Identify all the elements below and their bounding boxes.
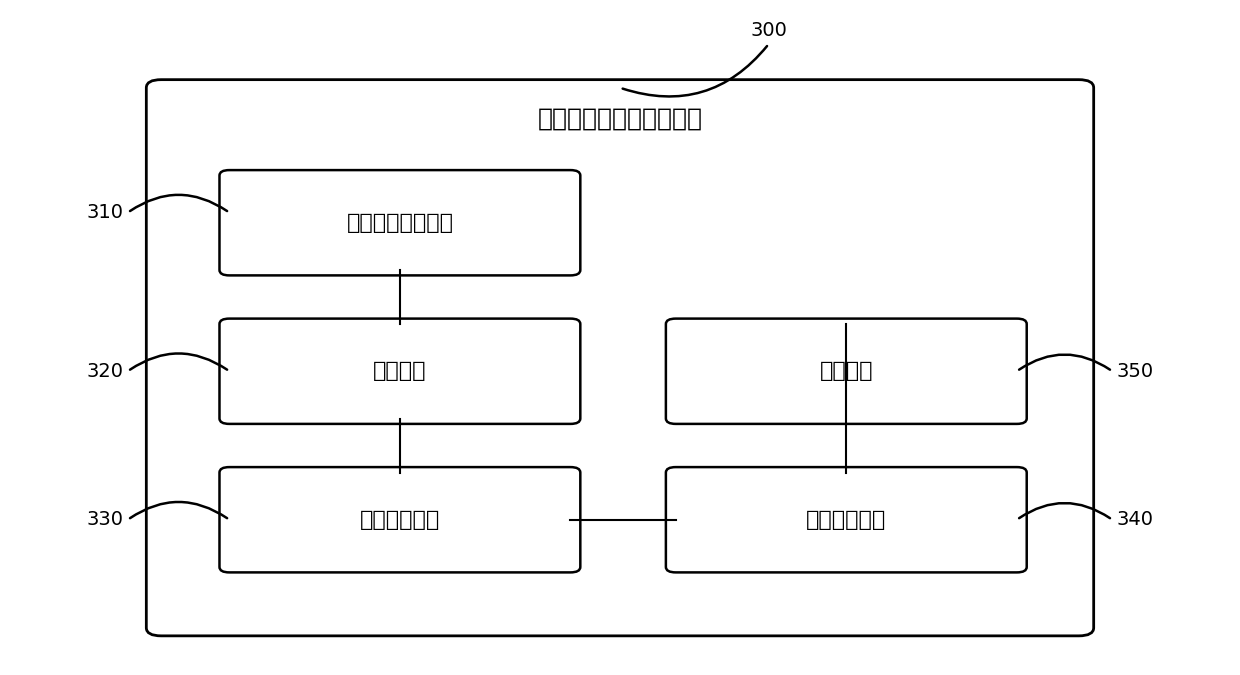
- FancyArrowPatch shape: [622, 46, 768, 97]
- FancyBboxPatch shape: [219, 170, 580, 275]
- Text: 330: 330: [87, 510, 124, 529]
- Text: 高动态范围图像合成装置: 高动态范围图像合成装置: [537, 106, 703, 130]
- Text: 区域确定模块: 区域确定模块: [806, 510, 887, 530]
- Text: 350: 350: [1116, 362, 1153, 381]
- FancyArrowPatch shape: [130, 354, 227, 370]
- Text: 对齐校准模块: 对齐校准模块: [360, 510, 440, 530]
- FancyArrowPatch shape: [1019, 354, 1110, 370]
- FancyArrowPatch shape: [1019, 503, 1110, 518]
- FancyBboxPatch shape: [219, 467, 580, 572]
- FancyArrowPatch shape: [130, 195, 227, 211]
- Text: 320: 320: [87, 362, 124, 381]
- Text: 300: 300: [750, 21, 787, 40]
- FancyBboxPatch shape: [219, 319, 580, 424]
- FancyBboxPatch shape: [146, 80, 1094, 636]
- Text: 拍摄模块: 拍摄模块: [373, 361, 427, 381]
- Text: 310: 310: [87, 203, 124, 222]
- Text: 340: 340: [1116, 510, 1153, 529]
- FancyBboxPatch shape: [666, 467, 1027, 572]
- Text: 合成模块: 合成模块: [820, 361, 873, 381]
- FancyBboxPatch shape: [666, 319, 1027, 424]
- Text: 拍摄模块确定模块: 拍摄模块确定模块: [346, 213, 454, 233]
- FancyArrowPatch shape: [130, 502, 227, 518]
